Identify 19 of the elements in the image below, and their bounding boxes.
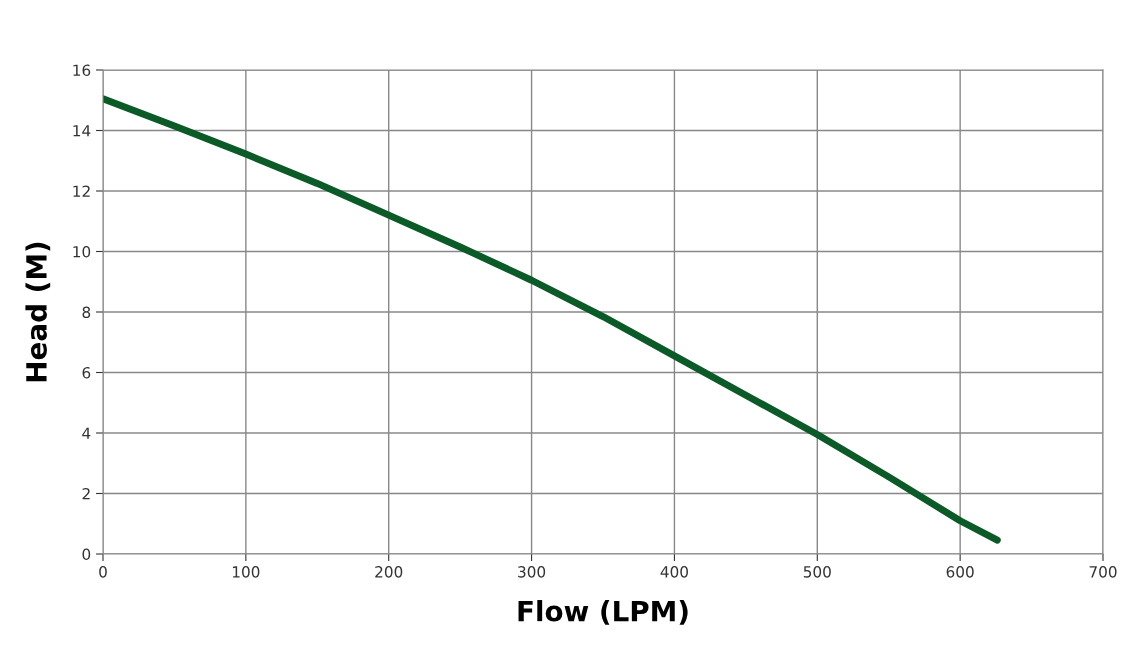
x-tick-label: 200 <box>375 566 403 578</box>
y-tick-label: 12 <box>73 185 90 197</box>
x-tick-label: 700 <box>1089 566 1117 578</box>
x-tick-label: 300 <box>518 566 546 578</box>
y-tick-label: 14 <box>73 125 91 137</box>
y-tick-label: 16 <box>73 64 91 77</box>
x-tick-label: 0 <box>99 566 107 578</box>
x-axis-title: Flow (LPM) <box>518 600 688 625</box>
y-axis-title: Head (M) <box>25 242 51 382</box>
y-tick-label: 2 <box>82 487 90 500</box>
y-tick-label: 6 <box>82 366 91 379</box>
y-tick-label: 0 <box>82 548 91 561</box>
x-tick-label: 100 <box>232 566 260 578</box>
x-tick-label: 600 <box>946 566 974 578</box>
x-tick-label: 500 <box>803 566 831 578</box>
y-tick-label: 4 <box>82 427 91 439</box>
y-tick-label: 8 <box>82 306 91 319</box>
x-tick-label: 400 <box>660 566 688 578</box>
y-tick-label: 10 <box>73 245 91 258</box>
